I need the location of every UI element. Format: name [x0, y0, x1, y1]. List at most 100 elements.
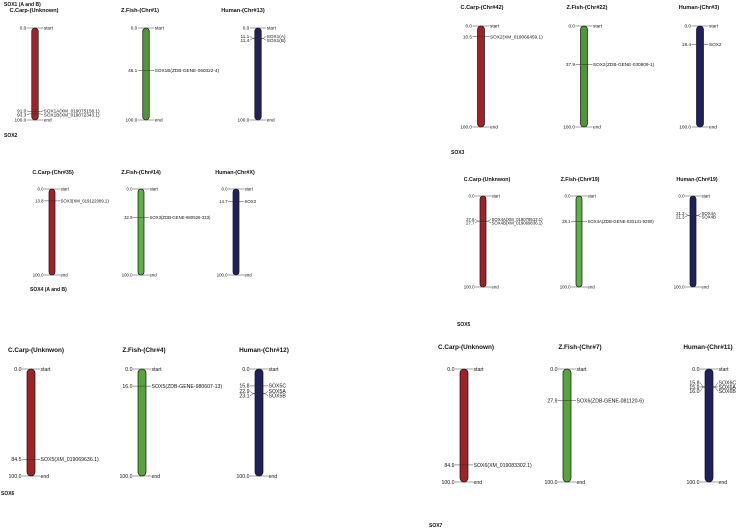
- marker-label: SOX5B: [269, 394, 287, 400]
- marker-position: 100.0: [674, 285, 685, 290]
- gene-marker: 0.0 start: [568, 24, 602, 29]
- marker-label: start: [593, 24, 603, 29]
- marker-label: SOX6(XM_019083302.1): [474, 463, 533, 469]
- marker-position: 15.9: [689, 385, 699, 391]
- gene-marker: 100.0 end: [679, 125, 717, 130]
- marker-position: 100.0: [464, 285, 475, 290]
- marker-position: 100.0: [560, 285, 571, 290]
- marker-line: [474, 220, 492, 224]
- marker-position: 0.0: [568, 24, 575, 29]
- marker-position: 0.0: [125, 367, 132, 373]
- marker-position: 15.8: [239, 384, 249, 390]
- marker-label: SOX1(B): [267, 38, 286, 43]
- gene-marker: 0.0 start: [14, 367, 51, 373]
- gene-marker: 0.0 start: [447, 367, 484, 373]
- gene-marker: 0.0 start: [565, 194, 597, 199]
- gene-marker: 100.0 end: [460, 125, 498, 130]
- marker-label: start: [709, 24, 719, 29]
- gene-marker: 0.0 start: [243, 26, 277, 31]
- chromosome-bar: [479, 195, 487, 288]
- marker-position: 0.0: [243, 26, 250, 31]
- zebrafish-chromosome: Z.Fish-(Chr#7) 0.0 start 27.9 SOX6(ZDB-GENE-…: [545, 344, 645, 486]
- section-caption: SOX4 (A and B): [30, 287, 67, 293]
- marker-label: end: [61, 273, 69, 278]
- marker-label: start: [155, 26, 165, 31]
- marker-position: 0.0: [20, 26, 27, 31]
- gene-marker: 0.0 start: [125, 367, 162, 373]
- gene-marker: 15.8 SOX5C: [239, 384, 286, 390]
- carp-chromosome: C.Carp-(Unknwon) 0.0 start 27.6 SOX4A(XM_019…: [464, 177, 543, 290]
- marker-position: 100.0: [33, 273, 44, 278]
- marker-label: SOX6C: [719, 380, 737, 386]
- marker-label: end: [709, 125, 717, 130]
- human-chromosome: Human-(Chr#12) 0.0 start 15.8 SOX5C 22.9 SOX5A…: [237, 347, 289, 480]
- gene-marker: 28.1 SOX4A(ZDB-GENE-030131-9290): [562, 219, 654, 224]
- marker-label: start: [41, 367, 52, 373]
- marker-position: 18.4: [682, 42, 692, 47]
- species-comparison-panel: C.Carp-(Chr#42) 0.0 start 10.5 SOX2(XM_01906…: [460, 5, 722, 130]
- marker-position: 14.7: [219, 199, 228, 204]
- marker-position: 100.0: [126, 118, 138, 123]
- gene-marker: 23.1 SOX5B: [239, 393, 287, 400]
- carp-chromosome: C.Carp-(Unknown) 0.0 start 91.0 SOX1A(XM_019…: [9, 8, 100, 123]
- gene-marker: 100.0 end: [120, 474, 161, 480]
- marker-label: SOX5(XM_019069636.1): [41, 457, 100, 463]
- chromosome-title: C.Carp-(Chr#35): [32, 170, 74, 176]
- marker-position: 11.1: [240, 34, 249, 39]
- section-caption: SOX3: [451, 150, 465, 156]
- chromosome-bar: [48, 188, 56, 276]
- chromosome-bar: [575, 195, 583, 288]
- marker-position: 0.0: [565, 194, 572, 199]
- marker-position: 100.0: [679, 125, 691, 130]
- marker-label: end: [490, 125, 498, 130]
- marker-position: 10.5: [463, 34, 473, 39]
- marker-position: 0.0: [131, 26, 138, 31]
- marker-label: start: [269, 367, 280, 373]
- marker-position: 22.9: [239, 389, 249, 395]
- chromosome-bar: [31, 27, 39, 121]
- marker-label: SOX3: [245, 199, 257, 204]
- marker-label: SOX6(ZDB-GENE-081120-6): [577, 398, 645, 404]
- gene-marker: 100.0 end: [545, 480, 586, 486]
- marker-line: [699, 386, 719, 392]
- marker-label: SOX1B(XM_019072343.1): [44, 112, 100, 117]
- marker-label: start: [490, 24, 500, 29]
- marker-label: end: [593, 125, 601, 130]
- chromosome-title: Z.Fish-(Chr#7): [558, 344, 601, 351]
- chromosome-title: Z.Fish-(Chr#14): [121, 170, 161, 176]
- carp-chromosome: C.Carp-(Unknwon) 0.0 start 84.5 SOX5(XM_0190…: [8, 347, 99, 480]
- marker-position: 84.5: [11, 457, 21, 463]
- chromosome-bar: [696, 25, 704, 128]
- gene-marker: 27.9 SOX6(ZDB-GENE-081120-6): [547, 398, 644, 404]
- marker-line: [26, 110, 44, 112]
- chromosome-title: Human-(Chr#X): [215, 170, 255, 176]
- marker-label: SOX3(ZDB-GENE-980526-333): [150, 215, 211, 220]
- gene-marker: 11.4 SOX1(B): [240, 38, 285, 43]
- carp-chromosome: C.Carp-(Chr#42) 0.0 start 10.5 SOX2(XM_01906…: [460, 5, 543, 130]
- human-chromosome: Human-(Chr#13) 0.0 start 11.1 SOX1(A) 11.4 SOX…: [221, 8, 286, 123]
- chromosome-bar: [704, 368, 714, 483]
- marker-label: SOX4A(XM_019079512.1): [492, 217, 544, 222]
- gene-marker: 32.9 SOX3(ZDB-GENE-980526-333): [124, 215, 211, 220]
- marker-label: start: [577, 367, 588, 373]
- gene-marker: 100.0 end: [217, 273, 253, 278]
- marker-label: start: [702, 194, 711, 199]
- gene-marker: 0.0 start: [684, 24, 718, 29]
- gene-marker: 21.3 SOX4B: [676, 215, 716, 220]
- species-comparison-panel: C.Carp-(Unknown) 0.0 start 84.9 SOX6(XM_0190…: [438, 344, 736, 486]
- marker-position: 27.6: [466, 217, 475, 222]
- chromosome-bar: [477, 25, 485, 128]
- chromosome-bar: [254, 27, 262, 121]
- gene-marker: 18.4 SOX2: [682, 42, 722, 47]
- marker-position: 0.0: [14, 367, 21, 373]
- marker-label: start: [44, 26, 54, 31]
- marker-position: 100.0: [563, 125, 575, 130]
- marker-position: 100.0: [9, 474, 22, 480]
- marker-line: [249, 393, 269, 397]
- marker-label: SOX5A: [269, 389, 287, 395]
- gene-marker: 0.0 start: [127, 187, 159, 192]
- gene-marker: 0.0 start: [465, 24, 499, 29]
- gene-marker: 11.1 SOX1(A): [240, 34, 285, 39]
- gene-marker: 100.0 end: [122, 273, 158, 278]
